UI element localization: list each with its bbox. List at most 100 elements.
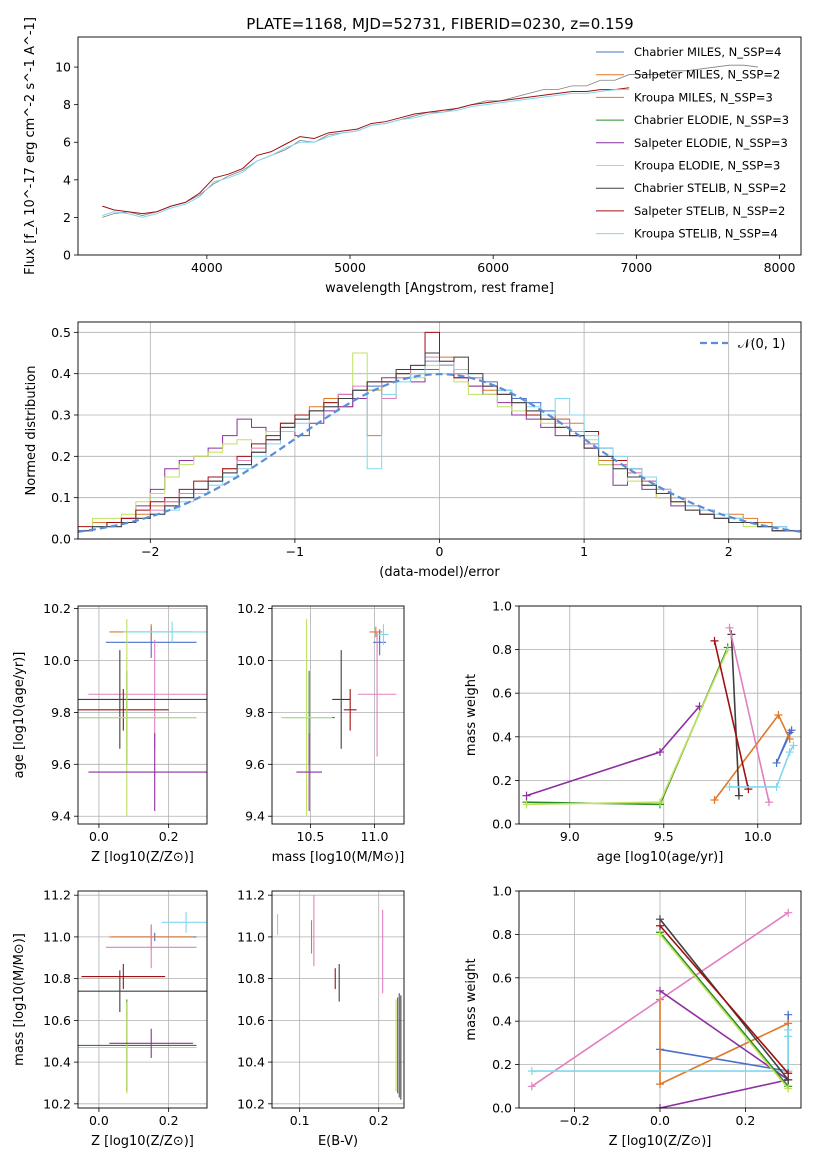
weight-point-3-1: [656, 748, 664, 757]
weight-line-2: [531, 912, 789, 1087]
y-tick-label: 4: [63, 172, 71, 187]
weight-line-4: [526, 649, 729, 806]
x-tick-label: 0.2: [159, 1113, 179, 1128]
weight-point-4-2: [656, 1104, 664, 1108]
y-tick-label: 10.2: [43, 601, 71, 616]
y-tick-label: 10.0: [43, 653, 71, 668]
weight-point-8-0: [656, 921, 664, 930]
x-tick-label: −0.2: [559, 1113, 589, 1128]
y-tick-label: 11.0: [43, 929, 71, 944]
panel-residual-hist: −2 −1 0 1 2 0.0 0.1 0.2 0.3 0.4 0.5 (data-model)/er…: [24, 321, 802, 580]
legend-label: Kroupa MILES, N_SSP=3: [634, 90, 773, 104]
weight-point-0-1: [772, 758, 781, 767]
y-tick-label: 9.8: [245, 705, 265, 720]
legend-label: Chabrier ELODIE, N_SSP=3: [634, 113, 789, 127]
y-axis-label: mass weight: [464, 958, 479, 1040]
y-axis-label: age [log10(age/yr)]: [12, 652, 27, 779]
y-tick-label: 1.0: [492, 884, 512, 899]
y-tick-label: 10: [55, 60, 71, 75]
weight-point-7-1: [765, 798, 774, 807]
weight-point-8-2: [785, 748, 794, 757]
gaussian-reference-curve: [78, 373, 801, 533]
y-tick-label: 9.8: [51, 705, 71, 720]
y-tick-label: 10.2: [237, 1096, 265, 1111]
y-tick-label: 9.6: [245, 757, 265, 772]
weight-point-7-0: [725, 623, 734, 632]
y-tick-label: 10.4: [43, 1055, 71, 1070]
weight-line-7: [728, 627, 770, 803]
x-axis-label: Z [log10(Z/Z⊙)]: [91, 850, 194, 865]
panel-age-vs-mass: 10.5 11.0 9.4 9.6 9.8 10.0 10.2 mass [log10(M/M…: [237, 601, 405, 865]
panel-mass-weight-vs-age: 9.0 9.5 10.0 0.0 0.2 0.4 0.6 0.8 1.0 age [log10(a…: [464, 599, 802, 865]
y-tick-label: 0.0: [51, 532, 71, 547]
panel-age-vs-Z: 0.0 0.2 9.4 9.6 9.8 10.0 10.2 Z [log10(Z/Z⊙)] ag…: [12, 601, 208, 865]
y-tick-label: 10.6: [43, 1013, 71, 1028]
y-tick-label: 10.2: [43, 1096, 71, 1111]
weight-line-6: [659, 933, 789, 1089]
y-tick-label: 10.8: [43, 971, 71, 986]
y-tick-label: 6: [63, 135, 71, 150]
weight-point-1-2: [785, 734, 794, 743]
weight-point-2-0: [527, 1082, 536, 1091]
y-tick-label: 8: [63, 97, 71, 112]
weight-point-1-0: [710, 796, 719, 805]
x-axis-label: Z [log10(Z/Z⊙)]: [609, 1134, 712, 1149]
x-axis-label: age [log10(age/yr)]: [597, 850, 724, 865]
weight-point-4-1: [656, 798, 664, 807]
legend-label: Chabrier MILES, N_SSP=4: [634, 45, 781, 59]
axes-frame: [271, 890, 405, 1109]
x-axis-label: Z [log10(Z/Z⊙)]: [91, 1134, 194, 1149]
y-tick-label: 0.8: [492, 642, 512, 657]
weight-point-6-0: [656, 930, 664, 939]
weight-line-5: [730, 634, 740, 796]
weight-point-1-1: [774, 711, 783, 719]
plot-area: [78, 911, 207, 1094]
y-tick-label: 2: [63, 210, 71, 225]
y-tick-label: 11.2: [237, 888, 265, 903]
axes-frame: [77, 605, 208, 825]
legend-label: Chabrier STELIB, N_SSP=2: [634, 181, 786, 195]
y-tick-label: 0.4: [492, 729, 512, 744]
panel-spectrum: 4000 5000 6000 7000 8000 0 2 4 6 8 10 wavelength [A…: [23, 17, 802, 296]
y-tick-label: 0.1: [51, 490, 71, 505]
hist-legend: 𝒩(0, 1): [700, 337, 785, 352]
y-tick-label: 0.3: [51, 408, 71, 423]
weight-point-2-1: [784, 908, 793, 917]
y-axis-label: mass weight: [464, 674, 479, 756]
x-tick-label: 0.2: [736, 1113, 756, 1128]
x-tick-label: 7000: [620, 260, 652, 275]
x-tick-label: 4000: [191, 260, 223, 275]
plot-area: [527, 908, 793, 1108]
y-tick-label: 0.2: [51, 449, 71, 464]
panel-mass-vs-Z: 0.0 0.2 10.2 10.4 10.6 10.8 11.0 11.2 Z [log10(Z…: [12, 888, 208, 1149]
y-tick-label: 9.6: [51, 757, 71, 772]
weight-point-4-0: [522, 800, 531, 809]
plot-area: [280, 618, 397, 817]
y-tick-label: 10.4: [237, 1055, 265, 1070]
y-tick-label: 0.8: [492, 927, 512, 942]
y-tick-label: 0.2: [492, 773, 512, 788]
y-tick-label: 0.4: [51, 366, 71, 381]
legend-label: Salpeter MILES, N_SSP=2: [634, 68, 780, 82]
x-tick-label: 9.5: [654, 829, 674, 844]
plot-area: [78, 331, 801, 539]
y-tick-label: 1.0: [492, 599, 512, 614]
axes-frame: [77, 890, 208, 1109]
y-tick-label: 0.4: [492, 1014, 512, 1029]
x-tick-label: 5000: [334, 260, 366, 275]
x-tick-label: 0.0: [650, 1113, 670, 1128]
x-tick-label: 10.5: [297, 829, 325, 844]
weight-point-6-0: [710, 636, 719, 645]
weight-point-3-3: [784, 1025, 793, 1034]
x-tick-label: 0.0: [89, 829, 109, 844]
y-tick-label: 11.2: [43, 888, 71, 903]
plot-area: [78, 618, 207, 817]
x-tick-label: 0.2: [159, 829, 179, 844]
x-tick-label: 8000: [764, 260, 796, 275]
weight-point-4-0: [656, 986, 664, 995]
axes-frame: [271, 605, 405, 825]
x-axis-label: E(B-V): [318, 1134, 358, 1149]
x-tick-label: 10.0: [744, 829, 772, 844]
